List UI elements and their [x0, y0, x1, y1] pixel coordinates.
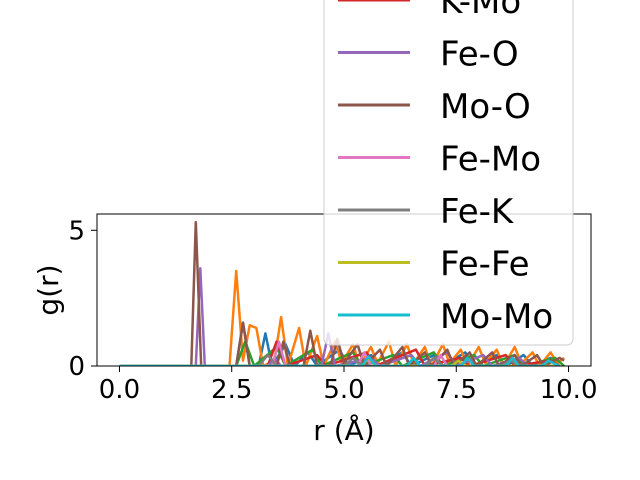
x-axis-label: r (Å): [313, 413, 374, 447]
x-axis: 0.0 2.5 5.0 7.5 10.0: [99, 366, 598, 405]
legend-label: Fe-Mo: [440, 140, 541, 180]
legend-frame: [323, 0, 574, 346]
x-tick-label: 0.0: [99, 375, 140, 405]
series-line-mo-mo: [119, 355, 561, 366]
legend-label: Mo-Mo: [440, 297, 553, 337]
x-tick-label: 5.0: [323, 375, 364, 405]
series-layer: [119, 220, 565, 366]
x-tick-label: 10.0: [540, 375, 598, 405]
legend-label: K-Mo: [440, 0, 521, 22]
legend-label: Fe-K: [440, 192, 515, 232]
legend-label: Mo-O: [440, 87, 531, 127]
series-line-o-o: [119, 340, 565, 366]
y-tick-label: 0: [68, 352, 85, 382]
legend-label: Fe-Fe: [440, 245, 530, 285]
x-tick-label: 2.5: [211, 375, 252, 405]
x-tick-label: 7.5: [436, 375, 477, 405]
y-axis: 05: [68, 216, 97, 382]
legend: K-Mo Fe-O Mo-O Fe-Mo Fe-K Fe-Fe Mo-Mo: [323, 0, 574, 346]
y-axis-label: g(r): [32, 264, 65, 315]
series-line-mo-o: [119, 220, 565, 366]
legend-label: Fe-O: [440, 35, 519, 75]
y-tick-label: 5: [68, 216, 85, 246]
